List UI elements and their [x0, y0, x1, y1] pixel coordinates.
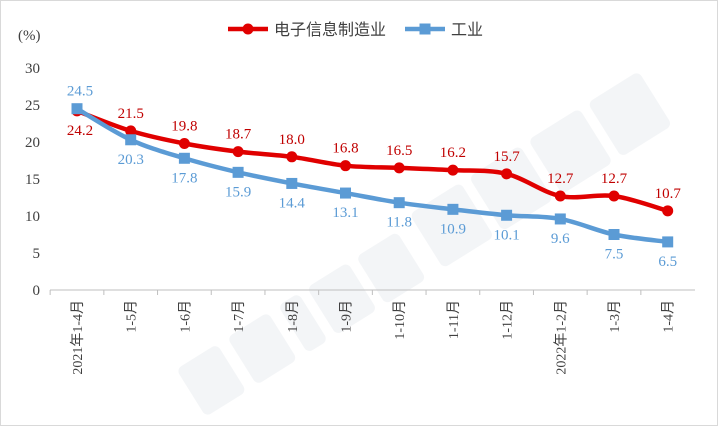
watermark-glyph-shape — [471, 147, 552, 230]
watermark-glyph-shape — [280, 295, 326, 351]
data-point-circle — [125, 125, 137, 137]
y-tick-label: 25 — [25, 98, 40, 114]
y-axis-unit: (%) — [18, 28, 41, 44]
data-label: 21.5 — [118, 106, 144, 122]
data-point-square — [662, 236, 674, 248]
data-label: 10.7 — [655, 186, 682, 202]
data-label: 18.0 — [279, 132, 305, 148]
x-tick-label: 1-8月 — [285, 300, 301, 333]
data-label: 15.9 — [225, 184, 251, 200]
x-tick-label: 1-3月 — [607, 300, 623, 333]
x-tick-label: 2022年1-2月 — [553, 300, 569, 375]
data-point-square — [286, 177, 298, 189]
y-tick-label: 0 — [33, 283, 41, 299]
data-label: 15.7 — [493, 149, 520, 165]
data-point-circle — [608, 190, 620, 202]
watermark-glyph-shape — [530, 110, 611, 192]
x-tick-label: 2021年1-4月 — [70, 300, 86, 375]
x-tick-label: 1-11月 — [446, 300, 462, 339]
data-point-circle — [178, 137, 190, 149]
x-tick-label: 1-9月 — [339, 300, 355, 333]
data-label: 20.3 — [118, 152, 144, 168]
watermark-glyph-shape — [229, 314, 296, 383]
data-point-circle — [286, 151, 298, 163]
data-point-circle — [393, 162, 405, 174]
y-tick-label: 30 — [25, 61, 40, 77]
data-label: 12.7 — [601, 171, 628, 187]
watermark-glyph-shape — [589, 73, 671, 155]
data-point-circle — [554, 190, 566, 202]
legend-label-1: 工业 — [451, 20, 483, 39]
data-point-circle — [501, 168, 513, 180]
data-point-square — [608, 229, 620, 240]
data-label: 19.8 — [171, 118, 197, 134]
data-point-circle — [662, 205, 674, 217]
data-point-circle — [447, 164, 459, 176]
x-tick-label: 1-7月 — [231, 300, 247, 333]
data-point-square — [71, 103, 83, 115]
data-point-square — [125, 134, 137, 146]
x-tick-label: 1-10月 — [392, 300, 408, 340]
watermark-glyph-shape — [309, 264, 375, 333]
data-point-square — [447, 203, 459, 215]
y-tick-label: 20 — [25, 135, 40, 151]
data-label: 6.5 — [658, 254, 677, 270]
data-point-square — [393, 197, 405, 209]
data-label: 24.5 — [67, 84, 93, 100]
data-label: 10.1 — [493, 227, 519, 243]
data-point-square — [340, 187, 351, 199]
data-label: 24.2 — [67, 123, 93, 139]
y-tick-label: 5 — [33, 246, 41, 262]
data-point-square — [501, 209, 513, 221]
watermark-glyph-shape — [178, 346, 245, 415]
data-label: 16.5 — [386, 143, 412, 159]
data-label: 17.8 — [171, 170, 197, 186]
data-label: 18.7 — [225, 127, 252, 143]
data-label: 10.9 — [440, 221, 466, 237]
data-label: 16.2 — [440, 145, 466, 161]
data-point-circle — [340, 160, 351, 172]
x-tick-label: 1-12月 — [500, 300, 516, 340]
y-tick-label: 15 — [25, 172, 40, 188]
x-tick-label: 1-5月 — [124, 300, 140, 333]
legend-label-0: 电子信息制造业 — [274, 20, 386, 39]
data-label: 12.7 — [547, 171, 574, 187]
legend-marker-square — [419, 23, 431, 35]
data-label: 14.4 — [279, 195, 306, 211]
data-point-circle — [232, 146, 244, 158]
data-label: 9.6 — [551, 231, 570, 247]
data-point-square — [232, 166, 244, 178]
x-tick-label: 1-4月 — [661, 300, 677, 333]
data-point-square — [178, 152, 190, 164]
y-tick-label: 10 — [25, 209, 40, 225]
watermark-logo — [178, 73, 671, 415]
watermark-glyph-shape — [358, 233, 425, 303]
legend-marker-circle — [242, 23, 254, 35]
data-label: 11.8 — [386, 215, 412, 231]
data-label: 16.8 — [332, 141, 358, 157]
data-label: 7.5 — [605, 247, 624, 263]
data-label: 13.1 — [332, 205, 358, 221]
x-tick-label: 1-6月 — [177, 300, 193, 333]
data-point-square — [554, 213, 566, 225]
